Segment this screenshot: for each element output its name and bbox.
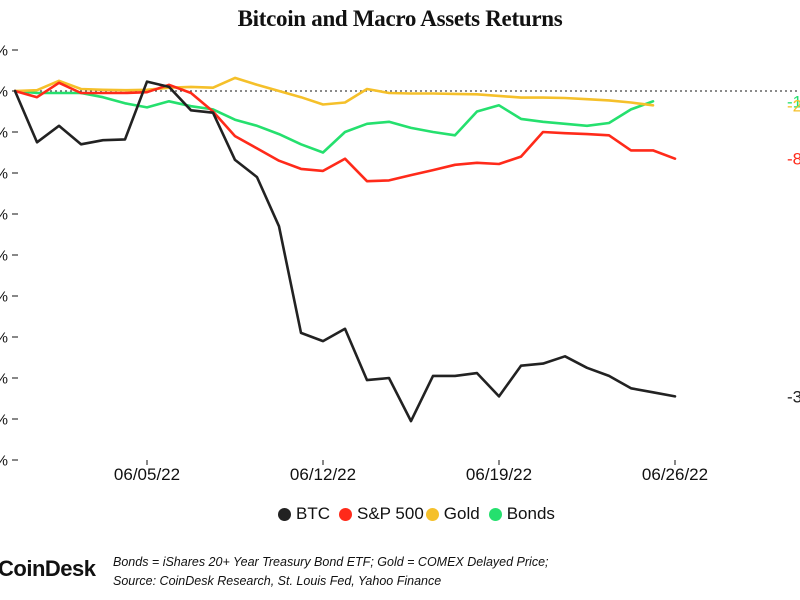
- legend-label-gold: Gold: [443, 504, 480, 523]
- y-tick-label: %: [0, 330, 8, 347]
- series-line-bonds: [13, 89, 655, 154]
- end-label-btc: -3: [787, 387, 800, 406]
- legend-item-bonds: Bonds: [482, 504, 555, 524]
- legend-label-btc: BTC: [296, 504, 330, 523]
- y-tick-label: %: [0, 207, 8, 224]
- chart-title: Bitcoin and Macro Assets Returns: [237, 6, 563, 31]
- y-tick-label: %: [0, 166, 8, 183]
- legend-swatch-bonds: [488, 507, 502, 521]
- legend-swatch-gold: [425, 507, 439, 521]
- source-note: Bonds = iShares 20+ Year Treasury Bond E…: [113, 553, 549, 591]
- end-label-sp500: -8: [787, 150, 800, 169]
- y-tick-label: %: [0, 43, 8, 60]
- legend-label-bonds: Bonds: [506, 504, 555, 523]
- legend-item-gold: Gold: [425, 504, 480, 524]
- coindesk-logo: CoinDesk: [0, 556, 96, 581]
- y-tick-label: %: [0, 371, 8, 388]
- legend-item-sp500: S&P 500: [332, 504, 424, 524]
- end-label-bonds: -1: [787, 92, 800, 111]
- series-line-gold: [13, 76, 655, 107]
- y-tick-label: %: [0, 248, 8, 265]
- legend-swatch-btc: [278, 507, 291, 521]
- series-line-btc: [13, 80, 677, 423]
- chart-area: %%%%%%%%%%% 06/05/22 06/12/22 06/19/22 06/26…: [0, 43, 800, 484]
- x-tick-label: 06/26/22: [642, 465, 708, 484]
- legend-label-sp500: S&P 500: [357, 504, 424, 523]
- x-tick-label: 06/12/22: [290, 465, 356, 484]
- y-tick-label: %: [0, 125, 8, 142]
- y-tick-label: %: [0, 84, 8, 101]
- x-tick-label: 06/05/22: [114, 465, 180, 484]
- legend-swatch-sp500: [339, 507, 352, 521]
- y-tick-label: %: [0, 453, 8, 470]
- source-line-1: Bonds = iShares 20+ Year Treasury Bond E…: [113, 555, 549, 569]
- legend: BTC S&P 500 Gold Bonds: [278, 504, 557, 524]
- source-line-2: Source: CoinDesk Research, St. Louis Fed…: [113, 574, 442, 588]
- y-tick-label: %: [0, 412, 8, 429]
- end-label-gold: -2: [787, 96, 800, 115]
- legend-item-btc: BTC: [278, 504, 330, 524]
- y-tick-label: %: [0, 289, 8, 306]
- x-tick-label: 06/19/22: [466, 465, 532, 484]
- series-line-sp500: [13, 81, 677, 183]
